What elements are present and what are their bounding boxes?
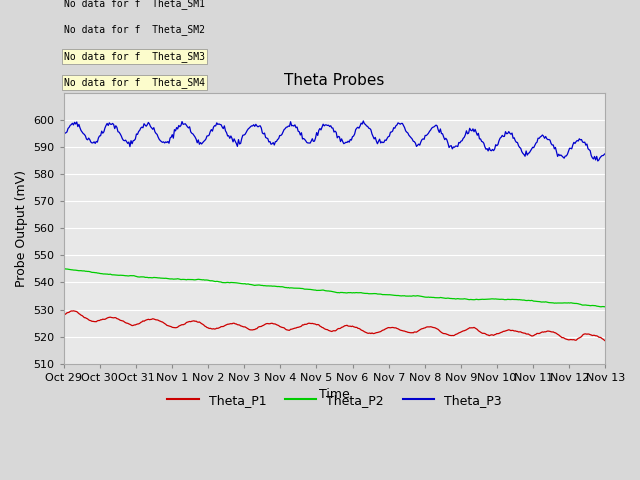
Theta_P2 — [589, 303, 597, 309]
Theta_P1 — [70, 308, 77, 314]
Theta_P3 — [594, 158, 602, 164]
Y-axis label: Probe Output (mV): Probe Output (mV) — [15, 170, 28, 287]
Theta_P2 — [505, 297, 513, 302]
Theta_P1 — [321, 326, 329, 332]
Text: No data for f  Theta_SM4: No data for f Theta_SM4 — [64, 77, 205, 88]
Theta_P1 — [505, 327, 513, 333]
Theta_P1 — [60, 312, 68, 318]
Theta_P3 — [60, 132, 68, 137]
Title: Theta Probes: Theta Probes — [284, 72, 385, 87]
Theta_P2 — [383, 292, 391, 298]
Text: No data for f  Theta_SM1: No data for f Theta_SM1 — [64, 0, 205, 9]
Text: No data for f  Theta_SM2: No data for f Theta_SM2 — [64, 24, 205, 36]
Theta_P2 — [602, 304, 609, 310]
Theta_P1 — [383, 325, 391, 331]
Theta_P1 — [589, 332, 597, 338]
Line: Theta_P2: Theta_P2 — [64, 269, 605, 307]
Theta_P1 — [318, 324, 326, 330]
Theta_P1 — [354, 325, 362, 331]
Theta_P2 — [597, 304, 605, 310]
Theta_P3 — [589, 156, 597, 162]
Text: No data for f  Theta_SM3: No data for f Theta_SM3 — [64, 51, 205, 62]
Theta_P2 — [318, 287, 326, 293]
Theta_P3 — [383, 135, 391, 141]
Theta_P1 — [602, 338, 609, 344]
Theta_P2 — [60, 266, 68, 272]
Line: Theta_P3: Theta_P3 — [64, 121, 605, 161]
Theta_P3 — [321, 123, 328, 129]
Theta_P2 — [354, 290, 362, 296]
Legend: Theta_P1, Theta_P2, Theta_P3: Theta_P1, Theta_P2, Theta_P3 — [163, 389, 507, 412]
Theta_P3 — [317, 127, 325, 133]
Theta_P3 — [505, 129, 513, 134]
Line: Theta_P1: Theta_P1 — [64, 311, 605, 341]
X-axis label: Time: Time — [319, 388, 350, 401]
Theta_P3 — [353, 125, 360, 131]
Theta_P2 — [61, 266, 68, 272]
Theta_P3 — [360, 118, 367, 124]
Theta_P3 — [602, 151, 609, 156]
Theta_P2 — [321, 288, 329, 294]
